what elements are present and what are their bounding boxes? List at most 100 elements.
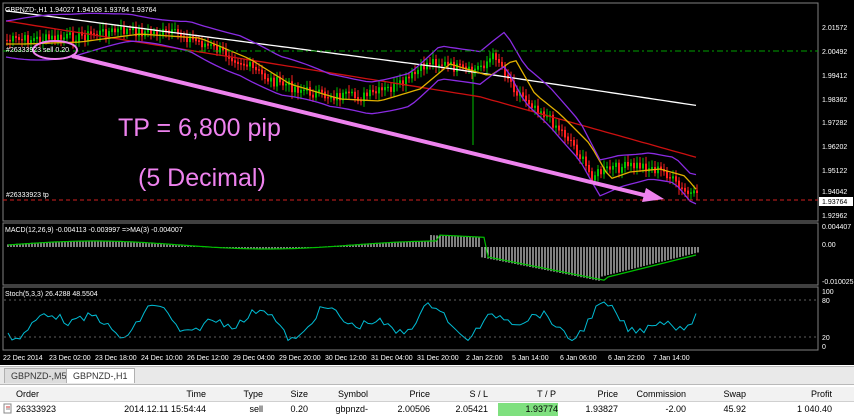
candle-body bbox=[54, 35, 56, 41]
time-tick: 31 Dec 04:00 bbox=[371, 355, 413, 362]
price-tick: 1.92962 bbox=[822, 213, 847, 220]
candle-body bbox=[570, 139, 572, 142]
col-tp[interactable]: T / P bbox=[537, 389, 556, 399]
order-row[interactable]: 26333923 2014.12.11 15:54:44 sell 0.20 g… bbox=[0, 402, 854, 416]
order-current-price: 1.93827 bbox=[585, 404, 618, 414]
price-tick: 2.00492 bbox=[822, 49, 847, 56]
candle-body bbox=[186, 36, 188, 43]
candle-body bbox=[486, 61, 488, 69]
chart-window[interactable]: GBPNZD-,H1 1.94027 1.94108 1.93764 1.937… bbox=[0, 0, 854, 365]
candle-body bbox=[555, 125, 557, 128]
candle-body bbox=[198, 40, 200, 42]
candle-body bbox=[435, 58, 437, 67]
price-tick: 2.01572 bbox=[822, 25, 847, 32]
stoch-tick: 0 bbox=[822, 344, 826, 351]
col-profit[interactable]: Profit bbox=[810, 389, 832, 399]
candle-body bbox=[459, 63, 461, 66]
trade-terminal: Order Time Type Size Symbol Price S / L … bbox=[0, 385, 854, 417]
candle-body bbox=[573, 140, 575, 146]
col-commission[interactable]: Commission bbox=[636, 389, 686, 399]
candle-body bbox=[594, 175, 596, 181]
candle-body bbox=[78, 31, 80, 42]
candle-body bbox=[483, 65, 485, 69]
terminal-header: Order Time Type Size Symbol Price S / L … bbox=[0, 387, 854, 402]
candle-body bbox=[696, 190, 698, 194]
candle-body bbox=[255, 66, 257, 71]
time-tick: 23 Dec 02:00 bbox=[49, 355, 91, 362]
candle-body bbox=[273, 77, 275, 87]
candle-body bbox=[12, 35, 14, 42]
candle-body bbox=[312, 94, 314, 98]
candle-body bbox=[24, 35, 26, 41]
col-swap[interactable]: Swap bbox=[723, 389, 746, 399]
candle-body bbox=[576, 144, 578, 156]
tab-gbpnzd-h1[interactable]: GBPNZD-,H1 bbox=[66, 368, 135, 383]
col-time[interactable]: Time bbox=[186, 389, 206, 399]
candle-body bbox=[117, 28, 119, 33]
col-sl[interactable]: S / L bbox=[469, 389, 488, 399]
main-panel-frame bbox=[2, 2, 819, 222]
candle-body bbox=[360, 100, 362, 102]
time-tick: 24 Dec 10:00 bbox=[141, 355, 183, 362]
candle-body bbox=[219, 46, 221, 53]
tab-gbpnzd-m5[interactable]: GBPNZD-,M5 bbox=[4, 368, 74, 383]
candle-body bbox=[516, 91, 518, 96]
candle-body bbox=[297, 86, 299, 93]
order-profit: 1 040.40 bbox=[796, 404, 832, 414]
candle-body bbox=[51, 35, 53, 40]
col-price[interactable]: Price bbox=[409, 389, 430, 399]
candle-body bbox=[243, 63, 245, 66]
candle-body bbox=[72, 32, 74, 42]
candle-body bbox=[237, 61, 239, 64]
candle-body bbox=[342, 92, 344, 101]
candle-body bbox=[264, 73, 266, 80]
candle-body bbox=[618, 162, 620, 173]
price-tick: 1.95122 bbox=[822, 168, 847, 175]
candle-body bbox=[201, 40, 203, 48]
trend-arrow bbox=[71, 54, 653, 199]
candle-body bbox=[441, 64, 443, 66]
order-type: sell bbox=[249, 404, 263, 414]
candle-body bbox=[48, 34, 50, 40]
candle-body bbox=[429, 62, 431, 65]
candle-body bbox=[690, 192, 692, 194]
candle-body bbox=[147, 29, 149, 33]
candle-body bbox=[345, 91, 347, 94]
candle-body bbox=[414, 71, 416, 75]
current-price-tick: 1.93764 bbox=[822, 199, 847, 206]
candle-body bbox=[63, 37, 65, 40]
candle-body bbox=[258, 69, 260, 71]
candle-body bbox=[126, 28, 128, 34]
candle-body bbox=[651, 167, 653, 170]
candle-body bbox=[153, 31, 155, 35]
candle-body bbox=[666, 170, 668, 179]
col-size[interactable]: Size bbox=[290, 389, 308, 399]
decimal-annotation: (5 Decimal) bbox=[138, 164, 266, 192]
price-tick: 1.97282 bbox=[822, 120, 847, 127]
candle-body bbox=[537, 105, 539, 114]
stoch-tick: 100 bbox=[822, 289, 834, 296]
stoch-tick: 20 bbox=[822, 335, 830, 342]
candle-body bbox=[141, 28, 143, 37]
candle-body bbox=[294, 86, 296, 93]
order-open-price: 2.00506 bbox=[397, 404, 430, 414]
col-type[interactable]: Type bbox=[243, 389, 263, 399]
time-tick: 7 Jan 14:00 bbox=[653, 355, 690, 362]
stoch-label: Stoch(5,3,3) 26.4288 48.5504 bbox=[5, 291, 98, 298]
candle-body bbox=[249, 62, 251, 67]
price-chart[interactable]: GBPNZD-,H1 1.94027 1.94108 1.93764 1.937… bbox=[0, 0, 854, 365]
time-tick: 31 Dec 20:00 bbox=[417, 355, 459, 362]
candle-body bbox=[114, 28, 116, 33]
col-order[interactable]: Order bbox=[16, 389, 40, 399]
candle-body bbox=[447, 61, 449, 65]
candle-body bbox=[627, 161, 629, 167]
candle-body bbox=[642, 163, 644, 169]
candle-body bbox=[327, 97, 329, 99]
candle-body bbox=[534, 105, 536, 108]
stoch-line bbox=[7, 301, 697, 342]
col-symbol[interactable]: Symbol bbox=[337, 389, 368, 399]
candle-body bbox=[366, 92, 368, 97]
candle-body bbox=[57, 34, 59, 41]
col-current-price[interactable]: Price bbox=[597, 389, 618, 399]
candle-body bbox=[501, 61, 503, 67]
